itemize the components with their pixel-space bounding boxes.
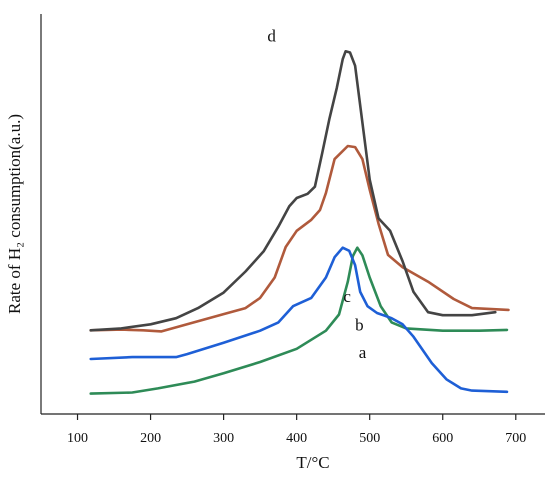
curve-d — [89, 50, 497, 332]
curve-a — [89, 246, 509, 395]
x-tick-label: 700 — [505, 431, 526, 446]
y-axis-title: Rate of H₂ consumption(a.u.) — [5, 114, 24, 314]
curve-label-b: b — [355, 316, 364, 335]
x-tick-label: 200 — [140, 431, 161, 446]
curve-label-d: d — [267, 27, 276, 46]
x-axis-ticks: 100 200 300 400 500 600 700 — [67, 414, 526, 446]
curves — [89, 50, 510, 395]
curve-b — [89, 246, 509, 394]
curve-label-a: a — [359, 343, 367, 362]
curve-labels: abc d — [267, 27, 366, 362]
curve-c — [89, 144, 510, 333]
x-tick-label: 600 — [432, 431, 453, 446]
x-axis-title: T/°C — [296, 453, 329, 472]
x-tick-label: 500 — [359, 431, 380, 446]
x-tick-label: 100 — [67, 431, 88, 446]
x-tick-label: 300 — [213, 431, 234, 446]
x-tick-label: 400 — [286, 431, 307, 446]
curve-label-c: c — [343, 287, 351, 306]
axes — [40, 14, 545, 415]
